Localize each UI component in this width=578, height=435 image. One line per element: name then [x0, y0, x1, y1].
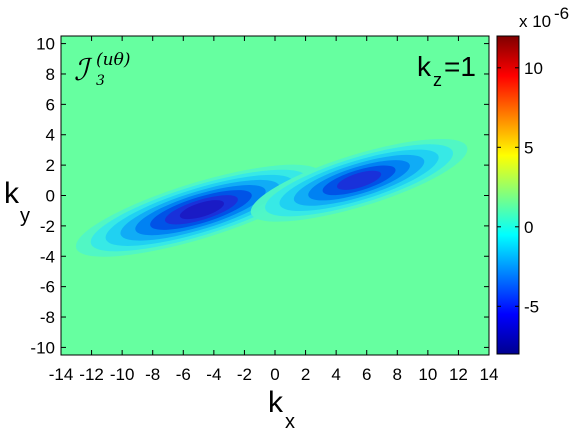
x-axis-label-sub: x [285, 411, 295, 433]
x-tick-label-2: -10 [110, 365, 135, 384]
x-tick-label-1: -12 [79, 365, 104, 384]
x-tick-label-10: 6 [362, 365, 371, 384]
annotation-value: =1 [444, 51, 476, 82]
heatmap-blobs [75, 138, 468, 257]
colorbar-exponent-label: x 10 [519, 12, 551, 31]
y-tick-label-9: 8 [46, 65, 55, 84]
annotation-sub-z: z [433, 70, 442, 90]
colorbar: -5 0 5 10 x 10 -6 [496, 4, 569, 355]
y-tick-label-8: 6 [46, 95, 55, 114]
x-tick-label-14: 14 [480, 365, 499, 384]
y-tick-label-6: 2 [46, 156, 55, 175]
x-tick-label-13: 12 [449, 365, 468, 384]
y-tick-label-1: -8 [40, 308, 55, 327]
x-tick-label-0: -14 [49, 365, 74, 384]
annotation-right: k z =1 [417, 51, 476, 90]
x-tick-label-5: -4 [206, 365, 221, 384]
x-tick-label-4: -6 [176, 365, 191, 384]
x-axis-label: k x [268, 386, 295, 433]
annotation-superscript: (uθ) [96, 50, 130, 70]
y-tick-label-4: -2 [40, 217, 55, 236]
x-tick-label-8: 2 [301, 365, 310, 384]
y-axis-label-main: k [4, 177, 20, 210]
y-tick-label-3: -4 [40, 247, 55, 266]
y-tick-label-2: -6 [40, 278, 55, 297]
x-ticks: -14 -12 -10 -8 -6 -4 -2 0 2 4 6 8 10 12 14 [49, 36, 499, 384]
y-axis-label: k y [4, 177, 30, 227]
y-ticks: -10 -8 -6 -4 -2 0 2 4 6 8 10 [30, 35, 489, 357]
y-tick-label-7: 4 [46, 126, 55, 145]
colorbar-exponent-power: -6 [554, 4, 569, 23]
annotation-subscript: 3 [96, 73, 105, 89]
x-tick-label-12: 10 [418, 365, 437, 384]
colorbar-tick-label-0: -5 [524, 297, 539, 316]
y-tick-label-0: -10 [30, 338, 55, 357]
annotation-k: k [417, 51, 432, 82]
x-tick-label-11: 8 [393, 365, 402, 384]
colorbar-tick-label-3: 10 [524, 59, 543, 78]
x-tick-label-7: 0 [270, 365, 279, 384]
colorbar-tick-label-1: 0 [524, 218, 533, 237]
y-tick-label-5: 0 [46, 187, 55, 206]
y-axis-label-sub: y [20, 205, 30, 227]
y-tick-label-10: 10 [36, 35, 55, 54]
blob-1-level-6 [336, 170, 382, 190]
colorbar-gradient [496, 35, 520, 355]
blob-0-level-7 [179, 200, 225, 220]
heatmap-panel: -14 -12 -10 -8 -6 -4 -2 0 2 4 6 8 10 12 14 -10 -8 -6 -4 -2… [30, 35, 498, 384]
colorbar-tick-label-2: 5 [524, 138, 533, 157]
x-axis-label-main: k [268, 386, 284, 419]
x-tick-label-6: -2 [237, 365, 252, 384]
x-tick-label-9: 4 [331, 365, 340, 384]
colorbar-ticks: -5 0 5 10 [497, 59, 543, 316]
x-tick-label-3: -8 [145, 365, 160, 384]
